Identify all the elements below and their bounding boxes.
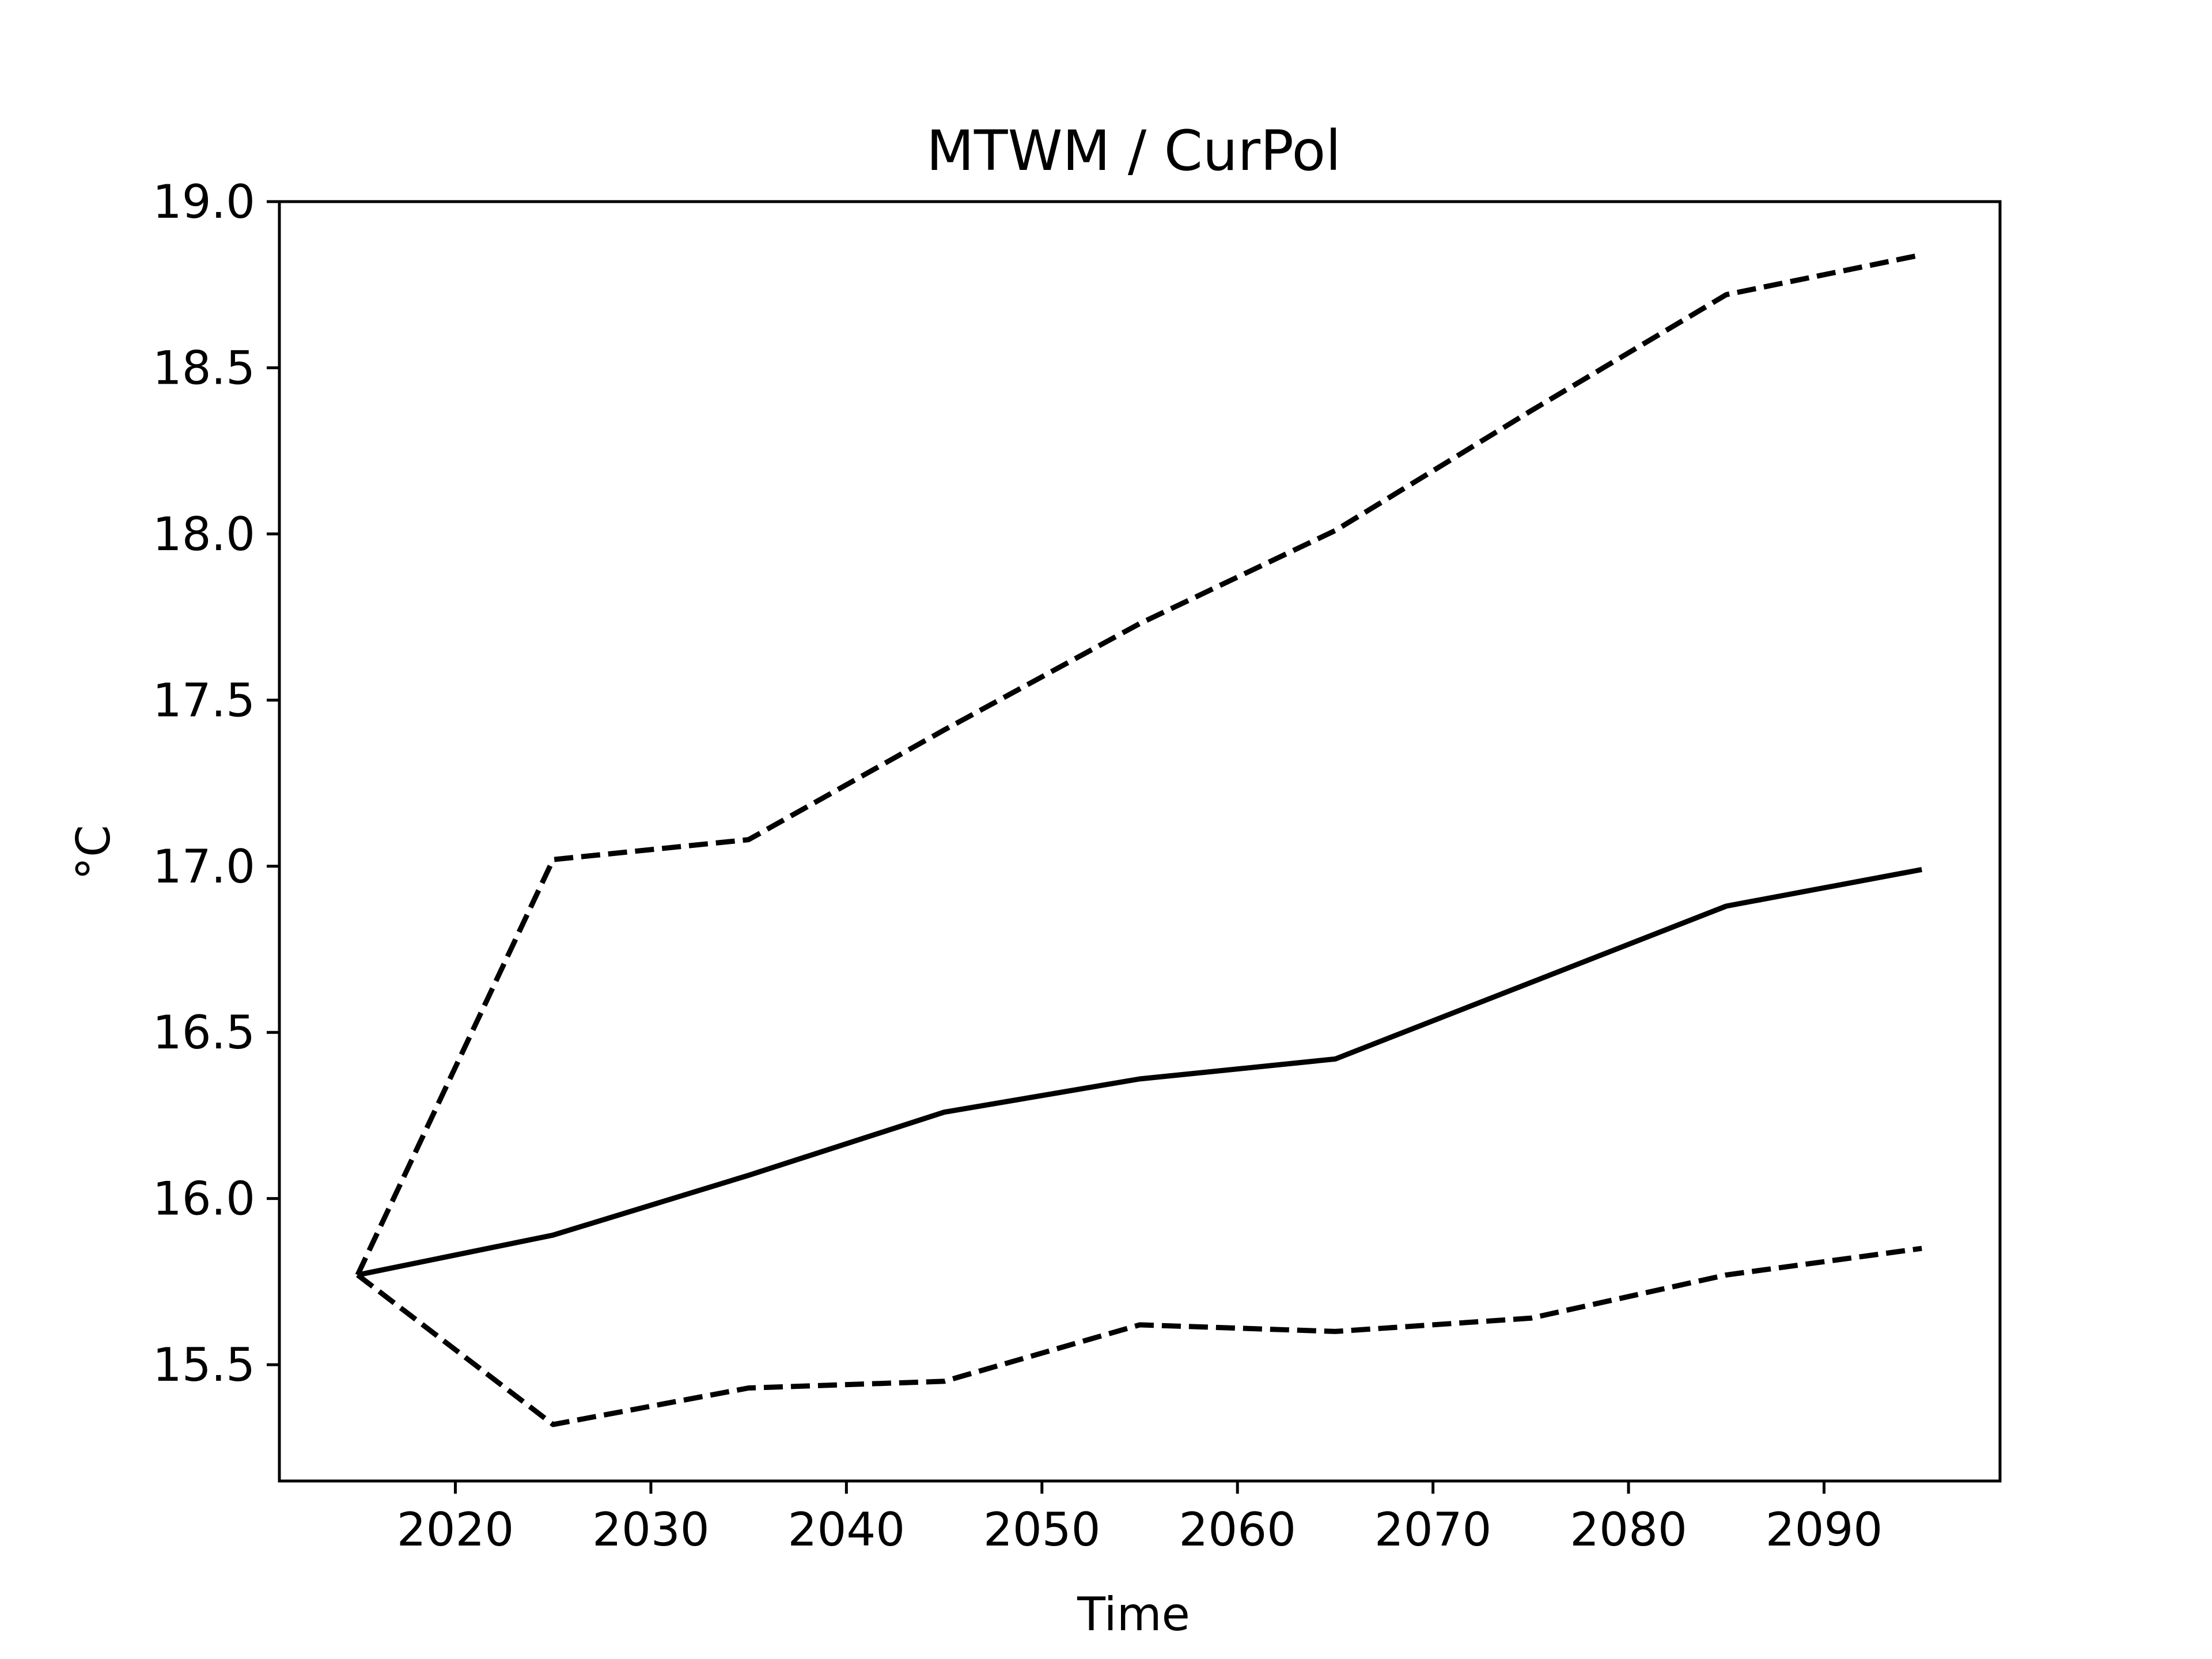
x-axis-label: Time [1077, 1588, 1190, 1641]
y-axis-label: °C [67, 825, 120, 880]
y-tick-label: 16.0 [153, 1172, 255, 1226]
y-tick-label: 15.5 [153, 1338, 255, 1392]
series-line-1 [355, 252, 1923, 1277]
y-tick-label: 17.5 [153, 673, 255, 727]
x-tick-label: 2090 [1766, 1503, 1883, 1556]
y-tick-label: 18.5 [153, 341, 255, 395]
x-tick-label: 2030 [592, 1503, 710, 1556]
x-tick-label: 2020 [397, 1503, 514, 1556]
series-line-0 [357, 867, 1923, 1278]
plot-area: 2020 2030 2040 2050 2060 2070 2080 2090 15.5 16.0… [153, 175, 2002, 1556]
x-tick-label: 2070 [1374, 1503, 1492, 1556]
y-tick-label: 17.0 [153, 840, 255, 893]
chart-title: MTWM / CurPol [926, 119, 1341, 183]
y-tick-label: 18.0 [153, 507, 255, 561]
x-tick-label: 2050 [983, 1503, 1101, 1556]
series-line-2 [356, 1245, 1922, 1427]
y-tick-label: 16.5 [153, 1006, 255, 1059]
axes-frame [278, 200, 2002, 1483]
y-tick-label: 19.0 [153, 175, 255, 229]
x-tick-label: 2060 [1179, 1503, 1296, 1556]
x-tick-label: 2080 [1570, 1503, 1687, 1556]
x-tick-label: 2040 [788, 1503, 906, 1556]
